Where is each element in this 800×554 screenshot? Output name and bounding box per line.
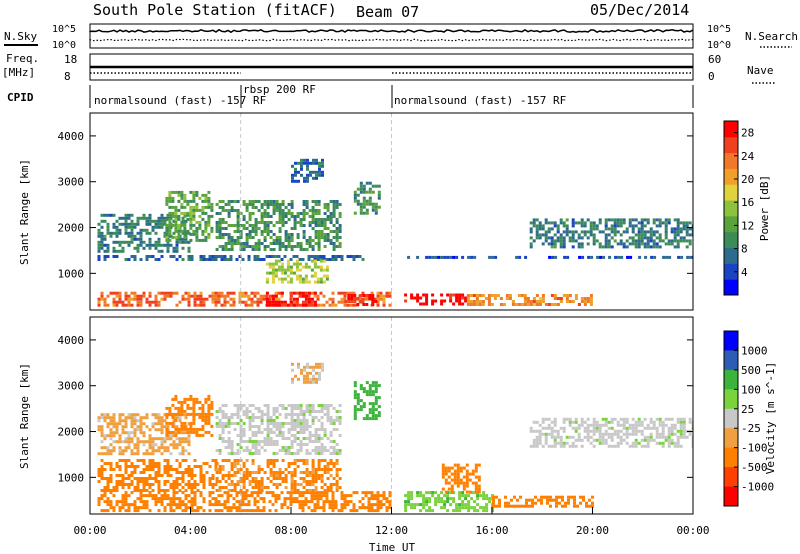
velocity-data: [97, 317, 693, 514]
velocity-colorbar-tick: -25: [741, 422, 761, 435]
power-band-9: [215, 200, 342, 251]
power-ytick-label: 2000: [58, 222, 85, 235]
nsky-tick-top: 10^5: [52, 24, 76, 35]
freq-tick-top: 18: [64, 53, 77, 66]
velocity-x-axis: 00:00 04:00 08:00 12:00 16:00 20:00 00:00: [73, 507, 710, 537]
x-tick-label: 04:00: [174, 524, 207, 537]
power-band-1: [265, 291, 317, 307]
power-colorbar: 4 8 12 16 20 24 28 Power [dB]: [723, 120, 771, 296]
power-band-13: [529, 218, 693, 249]
nsky-tick-bottom: 10^0: [52, 40, 76, 51]
power-colorbar-tick: 24: [741, 150, 755, 163]
power-data: [97, 113, 693, 310]
velocity-ytick-label: 3000: [58, 380, 85, 393]
velocity-colorbar-tick: -100: [741, 442, 768, 455]
velocity-colorbar-tick: 500: [741, 364, 761, 377]
power-colorbar-label: Power [dB]: [758, 175, 771, 241]
power-ytick-label: 3000: [58, 176, 85, 189]
power-colorbar-tick: 16: [741, 196, 754, 209]
freq-unit-label: [MHz]: [2, 66, 35, 79]
power-band-4: [466, 294, 593, 306]
x-tick-label: 20:00: [576, 524, 609, 537]
power-ytick-label: 4000: [58, 130, 85, 143]
power-band-6: [407, 255, 693, 259]
velocity-ylabel: Slant Range [km]: [18, 363, 31, 469]
nave-tick-top: 60: [708, 53, 721, 66]
station-title: South Pole Station (fitACF): [93, 1, 337, 19]
nsky-label: N.Sky: [4, 30, 37, 43]
cpid-segment-2: rbsp 200 RF: [243, 83, 316, 96]
velocity-colorbar-tick: 1000: [741, 344, 768, 357]
power-band-8: [165, 190, 214, 242]
power-colorbar-tick: 28: [741, 127, 754, 140]
nsearch-tick-top: 10^5: [707, 24, 731, 35]
power-band-12: [353, 181, 381, 215]
power-band-3: [404, 293, 468, 306]
velocity-band-5: [215, 404, 342, 455]
velocity-band-2: [215, 459, 342, 492]
velocity-colorbar: 1000 500 100 25 -25 -100 -500 -1000 Velocity [m…: [723, 330, 777, 507]
velocity-colorbar-label: Velocity [m s^-1]: [764, 362, 777, 475]
nsearch-label: N.Search: [745, 30, 798, 43]
velocity-band-6: [291, 362, 324, 384]
velocity-band-9: [441, 463, 481, 494]
x-tick-label: 08:00: [274, 524, 307, 537]
velocity-band-10: [492, 495, 594, 508]
cpid-label: CPID: [7, 91, 34, 104]
power-band-11: [291, 158, 324, 183]
velocity-xlabel: Time UT: [369, 541, 416, 554]
power-ytick-label: 1000: [58, 267, 85, 280]
nave-tick-bottom: 0: [708, 70, 715, 83]
power-band-10: [265, 259, 329, 284]
velocity-band-4: [165, 394, 214, 437]
power-panel: 1000 2000 3000 4000 Slant Range [km]: [18, 112, 694, 311]
x-tick-label: 00:00: [73, 524, 106, 537]
beam-title: Beam 07: [356, 3, 419, 21]
power-ylabel: Slant Range [km]: [18, 159, 31, 265]
nsky-series: [89, 28, 694, 34]
velocity-band-7: [353, 381, 381, 421]
power-colorbar-tick: 4: [741, 266, 748, 279]
velocity-band-0: [97, 491, 392, 513]
velocity-band-1: [97, 459, 218, 492]
velocity-ytick-label: 2000: [58, 426, 85, 439]
power-colorbar-tick: 12: [741, 219, 754, 232]
velocity-band-8: [404, 491, 495, 513]
power-colorbar-tick: 20: [741, 173, 754, 186]
power-band-2: [344, 294, 378, 306]
nsearch-series: [89, 38, 693, 42]
cpid-segment-3: normalsound (fast) -157 RF: [394, 94, 566, 107]
power-y-axis: 1000 2000 3000 4000: [58, 130, 693, 280]
cpid-segment-1: normalsound (fast) -157 RF: [94, 94, 266, 107]
velocity-colorbar-tick: 25: [741, 403, 754, 416]
velocity-colorbar-tick: 100: [741, 383, 761, 396]
freq-tick-bottom: 8: [64, 70, 71, 83]
nsearch-tick-bottom: 10^0: [707, 40, 731, 51]
velocity-colorbar-tick: -1000: [741, 481, 774, 494]
power-colorbar-tick: 8: [741, 243, 748, 256]
velocity-ytick-label: 4000: [58, 334, 85, 347]
velocity-colorbar-tick: -500: [741, 461, 768, 474]
x-tick-label: 12:00: [375, 524, 408, 537]
power-band-5: [97, 255, 365, 261]
x-tick-label: 16:00: [475, 524, 508, 537]
cpid-panel: CPID normalsound (fast) -157 RF rbsp 200…: [7, 83, 694, 108]
freq-label: Freq.: [6, 52, 39, 65]
velocity-ytick-label: 1000: [58, 471, 85, 484]
velocity-y-axis: 1000 2000 3000 4000: [58, 334, 693, 484]
freq-panel: Freq. [MHz] 18 8 60 0 Nave: [2, 52, 775, 84]
x-tick-label: 00:00: [676, 524, 709, 537]
nave-label: Nave: [747, 64, 774, 77]
date-title: 05/Dec/2014: [590, 1, 689, 19]
nsky-panel: N.Sky 10^5 10^0 10^5 10^0 N.Search: [4, 23, 798, 51]
velocity-band-11: [529, 417, 693, 448]
